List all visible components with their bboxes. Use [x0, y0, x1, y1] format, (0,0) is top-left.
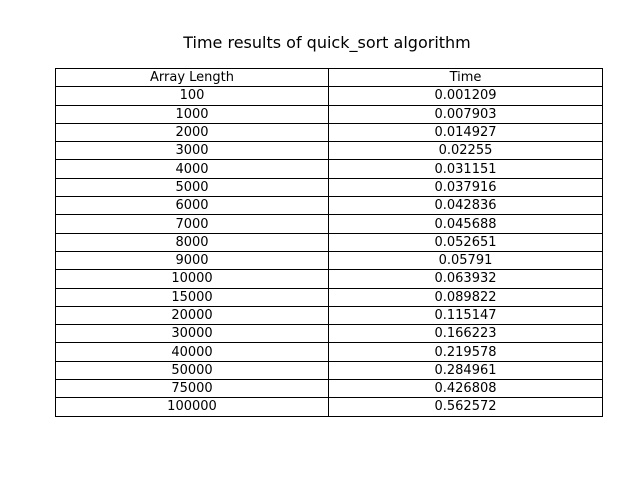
cell-time: 0.284961 [328, 360, 603, 381]
chart-title: Time results of quick_sort algorithm [183, 33, 471, 52]
cell-array-length: 4000 [55, 159, 329, 179]
table-row: 40000 0.219578 [55, 342, 603, 362]
table-row: 9000 0.05791 [55, 250, 603, 271]
cell-array-length: 40000 [55, 342, 329, 362]
table-row: 30000 0.166223 [55, 324, 603, 344]
cell-array-length: 3000 [55, 141, 329, 161]
cell-array-length: 15000 [55, 287, 329, 307]
cell-time: 0.115147 [328, 305, 603, 326]
cell-time: 0.089822 [328, 287, 603, 307]
cell-array-length: 30000 [55, 324, 329, 344]
cell-array-length: 2000 [55, 122, 329, 143]
table-row: 10000 0.063932 [55, 269, 603, 289]
cell-array-length: 100000 [55, 397, 329, 417]
header-row: Array Length Time [55, 67, 603, 88]
results-table: Array Length Time 100 0.001209 1000 0.00790… [55, 67, 603, 417]
table-row: 4000 0.031151 [55, 159, 603, 179]
table-row: 2000 0.014927 [55, 122, 603, 143]
table-row: 75000 0.426808 [55, 379, 603, 399]
cell-time: 0.05791 [328, 250, 603, 271]
cell-array-length: 75000 [55, 379, 329, 399]
cell-array-length: 50000 [55, 360, 329, 381]
cell-time: 0.426808 [328, 379, 603, 399]
cell-array-length: 20000 [55, 305, 329, 326]
table-row: 7000 0.045688 [55, 214, 603, 234]
cell-array-length: 6000 [55, 196, 329, 216]
cell-time: 0.001209 [328, 86, 603, 106]
cell-time: 0.045688 [328, 214, 603, 234]
table-row: 3000 0.02255 [55, 141, 603, 161]
table-row: 100 0.001209 [55, 86, 603, 106]
table-row: 15000 0.089822 [55, 287, 603, 307]
cell-time: 0.031151 [328, 159, 603, 179]
cell-time: 0.007903 [328, 104, 603, 124]
cell-array-length: 5000 [55, 177, 329, 198]
header-cell-array-length: Array Length [55, 67, 329, 88]
cell-time: 0.014927 [328, 122, 603, 143]
table-row: 6000 0.042836 [55, 196, 603, 216]
cell-array-length: 7000 [55, 214, 329, 234]
table-row: 5000 0.037916 [55, 177, 603, 198]
table-row: 1000 0.007903 [55, 104, 603, 124]
table-row: 50000 0.284961 [55, 360, 603, 381]
cell-time: 0.02255 [328, 141, 603, 161]
table-row: 8000 0.052651 [55, 232, 603, 252]
cell-time: 0.562572 [328, 397, 603, 417]
cell-time: 0.219578 [328, 342, 603, 362]
cell-time: 0.063932 [328, 269, 603, 289]
cell-time: 0.042836 [328, 196, 603, 216]
header-cell-time: Time [328, 67, 603, 88]
table-body: Array Length Time 100 0.001209 1000 0.00790… [55, 67, 603, 417]
table-row: 100000 0.562572 [55, 397, 603, 417]
cell-array-length: 9000 [55, 250, 329, 271]
cell-array-length: 10000 [55, 269, 329, 289]
cell-array-length: 1000 [55, 104, 329, 124]
cell-time: 0.052651 [328, 232, 603, 252]
cell-array-length: 100 [55, 86, 329, 106]
cell-array-length: 8000 [55, 232, 329, 252]
table-row: 20000 0.115147 [55, 305, 603, 326]
cell-time: 0.166223 [328, 324, 603, 344]
cell-time: 0.037916 [328, 177, 603, 198]
